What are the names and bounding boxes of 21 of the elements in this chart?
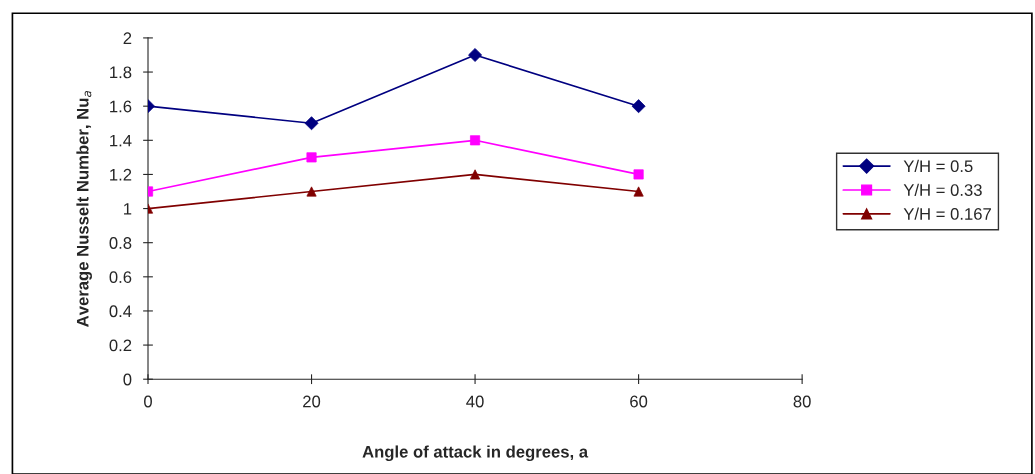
y-tick-label: 1.8 bbox=[110, 66, 132, 79]
y-tick-label: 1 bbox=[124, 203, 132, 215]
legend-label: Y/H = 0.33 bbox=[903, 183, 982, 196]
y-tick-label: 1.6 bbox=[110, 100, 132, 113]
y-axis-title: Average Nusselt Number, Nu$_{a}$ bbox=[76, 91, 92, 327]
x-axis-title: Angle of attack in degrees, a bbox=[362, 445, 589, 462]
legend-label: Y/H = 0.167 bbox=[903, 207, 991, 220]
y-tick-label: 0.6 bbox=[109, 271, 132, 284]
legend-label: Y/H = 0.5 bbox=[903, 159, 973, 173]
y-tick-label: 1.2 bbox=[110, 168, 132, 181]
x-tick-label: 0 bbox=[144, 395, 152, 408]
y-tick-label: 0.2 bbox=[109, 339, 132, 352]
y-tick-label: 0.4 bbox=[109, 305, 132, 318]
x-tick-label: 60 bbox=[630, 395, 648, 408]
x-tick-label: 80 bbox=[793, 395, 811, 408]
y-tick-label: 0 bbox=[123, 373, 132, 386]
y-tick-label: 1.4 bbox=[110, 134, 132, 147]
y-tick-label: 0.8 bbox=[109, 237, 132, 249]
y-tick-label: 2 bbox=[123, 32, 132, 44]
x-tick-label: 20 bbox=[303, 395, 321, 408]
x-tick-label: 40 bbox=[466, 395, 484, 408]
